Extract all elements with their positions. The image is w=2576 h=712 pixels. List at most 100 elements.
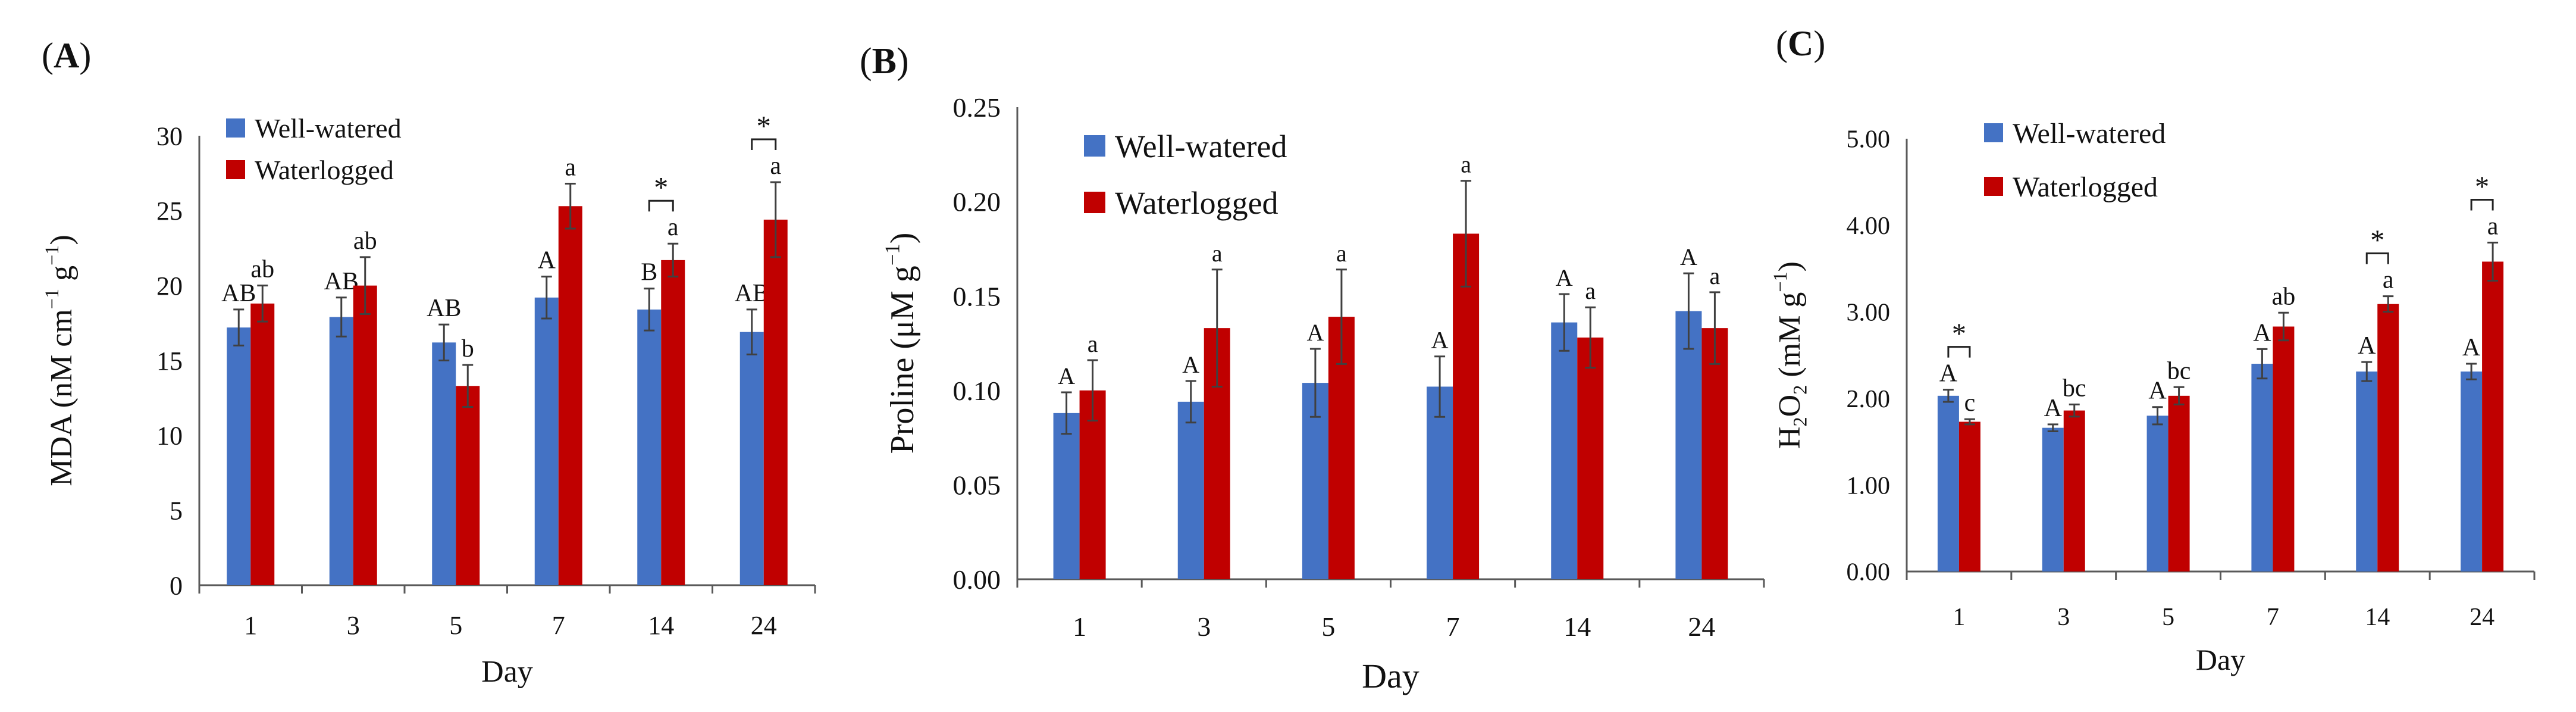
legend-label: Well-watered (255, 113, 402, 143)
significance-letter: AB (427, 295, 461, 322)
bar-well-watered (1053, 413, 1080, 579)
y-tick-label: 5 (170, 496, 183, 526)
y-tick-label: 30 (156, 121, 183, 151)
significance-letter: AB (324, 268, 359, 295)
legend-swatch-waterlogged (226, 160, 245, 179)
panel-label: (B) (860, 41, 909, 82)
significance-letter: A (1680, 243, 1697, 270)
y-axis-label-part: −1 (1769, 271, 1791, 292)
y-axis-label-part: ) (884, 233, 921, 244)
significance-letter: a (1585, 277, 1596, 304)
legend-label: Waterlogged (1115, 185, 1278, 221)
significance-bracket (2470, 198, 2494, 211)
bar-waterlogged (2482, 261, 2504, 572)
y-tick-label: 10 (156, 421, 183, 451)
bar-waterlogged (558, 206, 582, 585)
significance-letter: AB (221, 280, 256, 307)
y-axis-label-part: MDA (nM cm (45, 309, 79, 486)
x-axis-label: Day (481, 655, 533, 689)
significance-letter: A (1058, 363, 1075, 389)
y-tick-label: 0.10 (953, 376, 1001, 406)
bar-well-watered (2251, 364, 2273, 572)
panel-label-paren: ) (79, 36, 91, 75)
x-tick-label: 5 (1321, 611, 1335, 642)
bar-well-watered (2146, 416, 2168, 572)
y-axis-label-part: (mM g (1773, 292, 1807, 385)
y-tick-label: 3.00 (1847, 299, 1891, 327)
panel-label-paren: ( (1776, 24, 1788, 63)
y-axis-label-part: ) (1773, 261, 1807, 271)
significance-letter: A (1939, 360, 1958, 388)
bar-well-watered (329, 317, 353, 585)
significance-letter: a (770, 152, 781, 180)
x-tick-label: 7 (552, 611, 565, 640)
x-tick-label: 14 (2365, 604, 2390, 631)
y-axis-label-part: ) (45, 235, 79, 245)
x-tick-label: 7 (2267, 604, 2279, 631)
significance-letter: A (1306, 319, 1324, 346)
significance-bracket (1947, 346, 1971, 358)
panel-label-paren: ( (860, 41, 872, 82)
bar-waterlogged (2168, 395, 2190, 572)
y-tick-label: 2.00 (1847, 386, 1891, 413)
y-tick-label: 0.05 (953, 470, 1001, 501)
bar-well-watered (1177, 401, 1204, 579)
y-axis-label-part: Proline (μM g (884, 266, 921, 454)
bar-well-watered (2461, 371, 2483, 572)
y-axis-label-part: −1 (41, 289, 62, 309)
significance-letter: A (1182, 351, 1199, 378)
bar-well-watered (637, 309, 662, 585)
significance-letter: A (1431, 327, 1449, 354)
x-tick-label: 14 (648, 611, 674, 640)
bar-waterlogged (2377, 304, 2399, 572)
y-tick-label: 0 (170, 571, 183, 600)
significance-letter: ab (353, 227, 377, 255)
significance-asterisk: * (757, 111, 771, 142)
significance-letter: a (1336, 240, 1347, 267)
y-tick-label: 0.20 (953, 187, 1001, 217)
significance-letter: a (2487, 213, 2499, 240)
significance-letter: A (538, 247, 556, 274)
y-axis-label-part: 2 (1789, 417, 1810, 426)
panel-label-paren: ( (42, 36, 54, 75)
significance-bracket (2365, 252, 2389, 264)
y-tick-label: 0.00 (1847, 559, 1891, 586)
significance-letter: a (1212, 240, 1223, 267)
x-tick-label: 7 (1446, 611, 1460, 642)
legend-label: Waterlogged (2013, 171, 2158, 203)
y-axis-label: H2O2 (mM g−1) (1769, 261, 1810, 449)
bar-waterlogged (353, 285, 377, 585)
significance-letter: a (1461, 151, 1471, 178)
legend-swatch-waterlogged (1084, 192, 1105, 213)
bar-well-watered (739, 332, 764, 585)
bar-well-watered (534, 297, 559, 585)
bar-well-watered (1675, 311, 1702, 579)
y-tick-label: 20 (156, 271, 183, 301)
y-axis-label-part: −1 (41, 245, 62, 266)
panel-label-paren: ) (1813, 24, 1825, 63)
x-axis-label: Day (1362, 657, 1419, 695)
legend-swatch-waterlogged (1984, 177, 2003, 196)
significance-bracket (648, 199, 674, 212)
significance-letter: A (2462, 334, 2481, 361)
significance-letter: ab (2272, 283, 2296, 310)
legend-label: Waterlogged (255, 155, 394, 185)
x-tick-label: 5 (2162, 604, 2174, 631)
significance-letter: B (641, 259, 657, 286)
x-tick-label: 14 (1563, 611, 1591, 642)
x-tick-label: 1 (244, 611, 257, 640)
y-axis-label-part: O (1773, 395, 1807, 417)
bar-waterlogged (2063, 410, 2085, 572)
bar-well-watered (227, 327, 251, 585)
bar-well-watered (2042, 427, 2064, 572)
significance-asterisk: * (1952, 318, 1966, 350)
significance-letter: a (2383, 267, 2394, 294)
significance-letter: ab (250, 256, 274, 283)
significance-letter: bc (2063, 374, 2086, 402)
panel-label-letter: A (54, 36, 79, 75)
bar-waterlogged (661, 260, 685, 586)
bar-waterlogged (456, 386, 480, 585)
panel-label: (A) (42, 36, 91, 75)
x-tick-label: 3 (1197, 611, 1211, 642)
